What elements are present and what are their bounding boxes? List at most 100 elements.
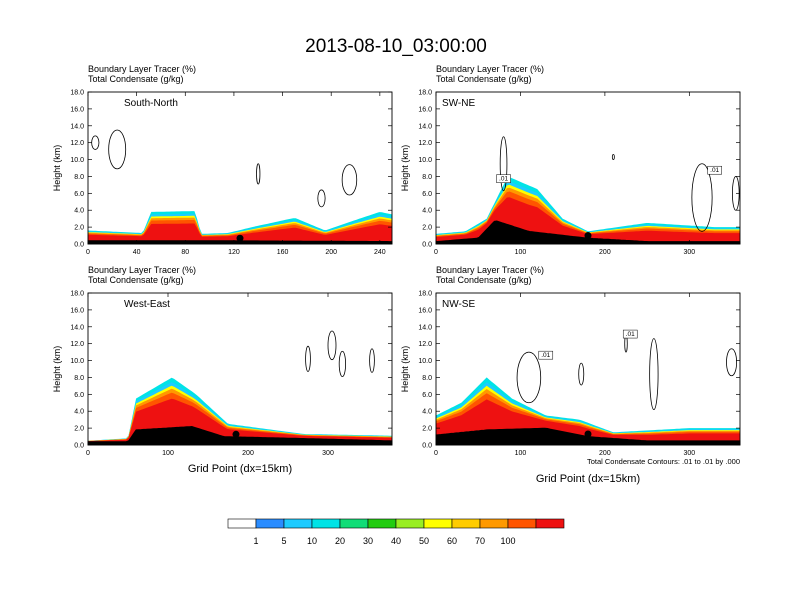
location-marker <box>584 430 592 438</box>
colorbar-label: 100 <box>500 536 515 546</box>
colorbar-cell <box>255 518 285 529</box>
x-tick-label: 200 <box>325 249 337 256</box>
x-axis-title-left: Grid Point (dx=15km) <box>188 463 292 475</box>
y-tick-label: 12.0 <box>70 140 84 147</box>
y-tick-label: 6.0 <box>74 392 84 399</box>
y-tick-label: 4.0 <box>74 208 84 215</box>
condensate-contour-3 <box>369 348 375 373</box>
contour-footnote: Total Condensate Contours: .01 to .01 by… <box>587 457 740 466</box>
panel-label: West-East <box>124 299 170 310</box>
y-tick-label: 18.0 <box>70 291 84 298</box>
y-axis-title: Height (km) <box>400 145 410 192</box>
y-tick-label: 8.0 <box>74 375 84 382</box>
y-tick-label: 4.0 <box>422 409 432 416</box>
condensate-contour-3 <box>317 189 326 208</box>
tracer-layer-5 <box>88 398 392 442</box>
panel-header-condensate: Total Condensate (g/kg) <box>88 74 184 84</box>
tracer-layer-5 <box>88 223 392 242</box>
y-tick-label: 14.0 <box>70 324 84 331</box>
plot-frame <box>435 292 741 446</box>
y-tick-label: 8.0 <box>422 375 432 382</box>
y-tick-label: 6.0 <box>422 392 432 399</box>
plot-frame <box>435 91 741 245</box>
contour-label: .01 <box>710 167 719 174</box>
tracer-layer-5 <box>436 197 740 242</box>
colorbar: 1 5 10 20 30 40 50 60 70 100 <box>227 518 565 546</box>
y-tick-label: 10.0 <box>70 358 84 365</box>
terrain <box>87 425 393 446</box>
location-marker <box>232 430 240 438</box>
panel-south-north: Boundary Layer Tracer (%)Total Condensat… <box>52 64 393 256</box>
y-axis-title: Height (km) <box>52 145 62 192</box>
plot-frame <box>87 292 393 446</box>
y-tick-label: 10.0 <box>418 358 432 365</box>
x-tick-label: 100 <box>162 450 174 457</box>
plot-frame <box>87 91 393 245</box>
contour-label: .01 <box>541 352 550 359</box>
panel-label: SW-NE <box>442 98 475 109</box>
condensate-contour-1 <box>611 154 615 160</box>
y-tick-label: 14.0 <box>418 123 432 130</box>
x-tick-label: 200 <box>599 249 611 256</box>
y-tick-label: 14.0 <box>70 123 84 130</box>
contour-label-box <box>622 329 638 339</box>
panel-west-east: Boundary Layer Tracer (%)Total Condensat… <box>52 265 393 457</box>
condensate-contour-0 <box>305 345 311 372</box>
location-marker <box>236 234 244 242</box>
y-tick-label: 0.0 <box>74 242 84 249</box>
colorbar-cell <box>367 518 397 529</box>
condensate-contour-2 <box>338 350 346 377</box>
x-tick-label: 0 <box>434 450 438 457</box>
y-tick-label: 6.0 <box>422 191 432 198</box>
colorbar-label: 50 <box>419 536 429 546</box>
panel-header-condensate: Total Condensate (g/kg) <box>436 275 532 285</box>
x-tick-label: 300 <box>683 249 695 256</box>
contour-label-box <box>538 350 554 360</box>
condensate-contour-0 <box>499 136 508 192</box>
x-tick-label: 200 <box>242 450 254 457</box>
condensate-contour-1 <box>108 129 127 170</box>
y-tick-label: 16.0 <box>418 307 432 314</box>
colorbar-label: 60 <box>447 536 457 546</box>
x-tick-label: 240 <box>374 249 386 256</box>
colorbar-cell <box>479 518 509 529</box>
y-tick-label: 2.0 <box>422 225 432 232</box>
panels: Boundary Layer Tracer (%)Total Condensat… <box>52 64 741 457</box>
colorbar-cell <box>227 518 257 529</box>
location-marker <box>584 232 592 240</box>
panel-header-condensate: Total Condensate (g/kg) <box>88 275 184 285</box>
colorbar-cell <box>311 518 341 529</box>
x-tick-label: 120 <box>228 249 240 256</box>
panel-sw-ne: Boundary Layer Tracer (%)Total Condensat… <box>400 64 741 256</box>
contour-label: .01 <box>626 331 635 338</box>
y-tick-label: 2.0 <box>422 426 432 433</box>
x-tick-label: 0 <box>434 249 438 256</box>
y-axis-title: Height (km) <box>52 346 62 393</box>
y-tick-label: 16.0 <box>70 106 84 113</box>
condensate-contour-0 <box>91 135 100 150</box>
panel-header-tracer: Boundary Layer Tracer (%) <box>88 64 196 74</box>
panel-nw-se: Boundary Layer Tracer (%)Total Condensat… <box>400 265 741 457</box>
y-tick-label: 16.0 <box>70 307 84 314</box>
contour-label-box <box>496 174 511 183</box>
colorbar-label: 1 <box>253 536 258 546</box>
x-tick-label: 40 <box>133 249 141 256</box>
x-tick-label: 0 <box>86 450 90 457</box>
y-tick-label: 10.0 <box>70 157 84 164</box>
y-tick-label: 12.0 <box>418 140 432 147</box>
condensate-contour-2 <box>691 163 713 232</box>
colorbar-label: 70 <box>475 536 485 546</box>
condensate-contour-2 <box>256 163 261 185</box>
colorbar-label: 40 <box>391 536 401 546</box>
condensate-contour-1 <box>578 362 585 386</box>
panel-label: South-North <box>124 98 178 109</box>
y-axis-title: Height (km) <box>400 346 410 393</box>
x-tick-label: 200 <box>599 450 611 457</box>
colorbar-label: 10 <box>307 536 317 546</box>
x-tick-label: 300 <box>322 450 334 457</box>
colorbar-cell <box>451 518 481 529</box>
y-tick-label: 16.0 <box>418 106 432 113</box>
y-tick-label: 4.0 <box>74 409 84 416</box>
y-tick-label: 18.0 <box>418 90 432 97</box>
